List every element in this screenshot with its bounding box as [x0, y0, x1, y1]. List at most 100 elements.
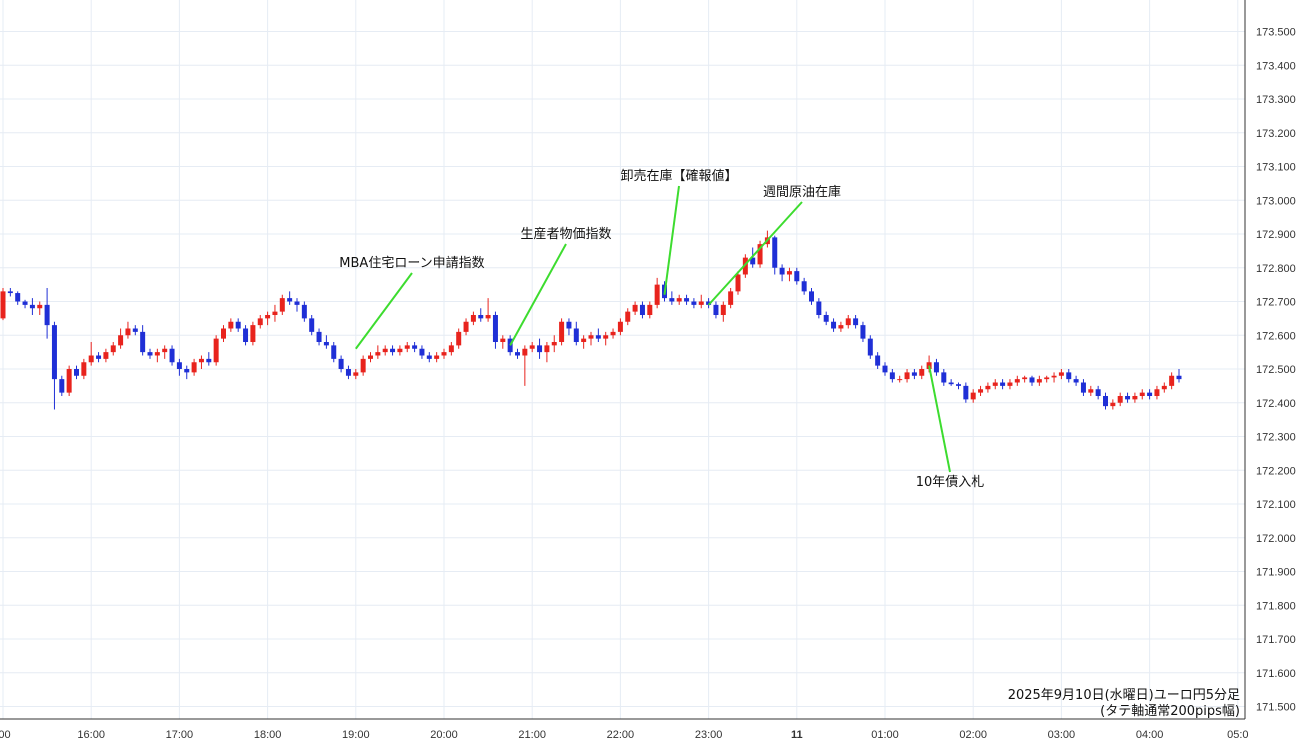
candle [221, 325, 226, 342]
candle-body [287, 298, 293, 302]
candle [978, 385, 984, 396]
candle-body [29, 304, 35, 309]
candle-body [404, 345, 410, 349]
price-tick-label: 172.100 [1256, 499, 1296, 511]
candle-body [213, 338, 219, 363]
candle [1080, 379, 1086, 396]
candle-body [279, 298, 285, 312]
candle-body [118, 335, 124, 346]
candle-body [963, 385, 969, 400]
candle-body [22, 301, 28, 305]
candle [1176, 369, 1182, 383]
candle [456, 328, 462, 349]
candle [698, 294, 704, 309]
candle [985, 382, 991, 393]
candle [118, 328, 124, 349]
price-tick-label: 173.500 [1256, 27, 1296, 39]
candle-body [581, 338, 587, 342]
candle-body [867, 338, 873, 356]
candle-body [44, 304, 50, 326]
candle-body [610, 331, 616, 336]
candle [654, 277, 660, 309]
candle [191, 358, 197, 376]
candle-body [1088, 389, 1094, 393]
candle [720, 301, 726, 322]
candle [1161, 382, 1167, 393]
candle [838, 321, 844, 332]
candle-body [1080, 382, 1086, 393]
candle-body [728, 291, 734, 305]
candle [235, 318, 241, 332]
candle-body [911, 372, 917, 376]
candle [1147, 389, 1153, 400]
annotation-label: 生産者物価指数 [520, 226, 611, 242]
time-tick-label: 16:00 [77, 729, 105, 741]
annotation-leader-line [707, 201, 803, 306]
candle-body [537, 345, 543, 353]
candle [610, 328, 616, 339]
candle [1007, 379, 1013, 390]
candle-body [551, 342, 557, 346]
candle [639, 301, 645, 319]
candle-body [529, 345, 535, 349]
candle-body [823, 315, 829, 322]
annotation-label: 卸売在庫【確報値】 [620, 168, 737, 184]
candle [0, 288, 6, 321]
annotation: MBA住宅ローン申請指数 [339, 256, 485, 350]
candle [66, 365, 72, 396]
candle [772, 235, 778, 275]
candle [132, 325, 138, 336]
candle-body [397, 348, 403, 353]
candle-body [147, 352, 153, 356]
candle-body [360, 358, 366, 373]
candle [412, 342, 418, 353]
candle [272, 304, 278, 322]
candle-body [198, 358, 204, 363]
candle-body [816, 301, 822, 315]
candle [426, 352, 432, 363]
candle-body [941, 372, 947, 383]
candle-body [368, 355, 373, 359]
candle [353, 369, 359, 380]
price-tick-label: 172.800 [1256, 263, 1296, 275]
price-tick-label: 172.400 [1256, 398, 1296, 410]
candle-body [1169, 375, 1175, 386]
candle [250, 321, 256, 346]
candle-body [882, 365, 888, 373]
candle [184, 365, 190, 380]
candle-body [191, 362, 197, 373]
candle-body [875, 355, 881, 366]
candle-body [323, 342, 329, 346]
candle [1132, 392, 1138, 403]
candle [581, 335, 587, 349]
candle [492, 311, 498, 349]
candle [368, 352, 373, 363]
time-tick-label: 11 [791, 729, 803, 741]
candle [51, 321, 57, 410]
candle [706, 298, 712, 309]
candle [897, 375, 903, 383]
candle [1044, 375, 1050, 383]
candle-body [132, 328, 138, 332]
axes [0, 0, 1246, 720]
candle-body [257, 318, 263, 326]
candle [566, 318, 572, 336]
candle [831, 318, 837, 332]
candle [37, 301, 43, 315]
candle [1058, 369, 1064, 380]
candle-body [470, 315, 476, 322]
candle [176, 358, 182, 376]
candles [0, 230, 1182, 410]
candle-body [81, 362, 87, 376]
candle-body [250, 325, 256, 342]
candle-body [1095, 389, 1101, 396]
candle-body [228, 321, 234, 329]
candle [617, 318, 623, 336]
candle [1036, 375, 1042, 386]
time-axis-labels: :00 16:00 17:00 18:00 19:00 20:00 21:00 22:00 23… [0, 729, 1249, 741]
candle-body [243, 328, 249, 342]
candle-body [221, 328, 226, 339]
candle [573, 321, 579, 346]
candle [390, 345, 396, 356]
candle [845, 315, 851, 329]
